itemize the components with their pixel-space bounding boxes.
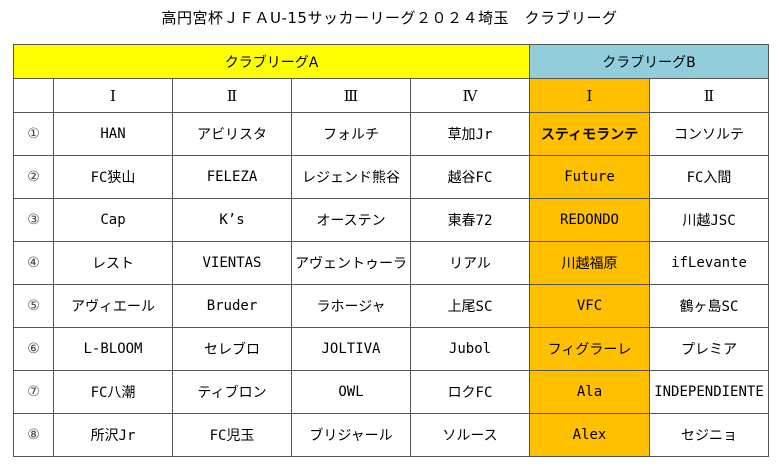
table-row: ⑤ アヴィエール Bruder ラホージャ 上尾SC VFC 鶴ヶ島SC xyxy=(13,284,769,328)
team-cell: ロクFC xyxy=(410,370,530,414)
team-cell: レスト xyxy=(53,241,173,285)
team-cell: フィグラーレ xyxy=(529,327,650,371)
team-cell: ティブロン xyxy=(172,370,292,414)
team-cell: 上尾SC xyxy=(410,284,530,328)
column-header: Ⅳ xyxy=(410,78,530,113)
group-b-header: クラブリーグB xyxy=(529,44,769,79)
team-cell: FC八潮 xyxy=(53,370,173,414)
team-cell: Ala xyxy=(529,370,650,414)
team-cell: VFC xyxy=(529,284,650,328)
team-cell: 川越福原 xyxy=(529,241,650,285)
team-cell: セレブロ xyxy=(172,327,292,371)
corner-cell xyxy=(13,78,54,113)
column-header: Ⅱ xyxy=(172,78,292,113)
team-cell: Jubol xyxy=(410,327,530,371)
row-number: ③ xyxy=(13,198,54,242)
column-header: Ⅰ xyxy=(529,78,650,113)
team-cell: ブリジャール xyxy=(291,413,411,457)
team-cell: FC児玉 xyxy=(172,413,292,457)
team-cell: 東春72 xyxy=(410,198,530,242)
team-cell: 所沢Jr xyxy=(53,413,173,457)
table-row: ⑦ FC八潮 ティブロン OWL ロクFC Ala INDEPENDIENTE xyxy=(13,370,769,414)
team-cell: セジニョ xyxy=(649,413,769,457)
team-cell: JOLTIVA xyxy=(291,327,411,371)
team-cell: 草加Jr xyxy=(410,112,530,156)
table-row: ⑥ L-BLOOM セレブロ JOLTIVA Jubol フィグラーレ プレミア xyxy=(13,327,769,371)
team-cell: INDEPENDIENTE xyxy=(649,370,769,414)
team-cell: K’s xyxy=(172,198,292,242)
team-cell: スティモランテ xyxy=(529,112,650,156)
row-number: ⑦ xyxy=(13,370,54,414)
team-cell: Cap xyxy=(53,198,173,242)
group-header-row: クラブリーグA クラブリーグB xyxy=(13,44,769,79)
team-cell: Future xyxy=(529,155,650,199)
team-cell: 越谷FC xyxy=(410,155,530,199)
row-number: ① xyxy=(13,112,54,156)
team-cell: 川越JSC xyxy=(649,198,769,242)
team-cell: ifLevante xyxy=(649,241,769,285)
team-cell: 鶴ヶ島SC xyxy=(649,284,769,328)
team-cell: フォルチ xyxy=(291,112,411,156)
table-row: ① HAN アビリスタ フォルチ 草加Jr スティモランテ コンソルテ xyxy=(13,112,769,156)
team-cell: FC入間 xyxy=(649,155,769,199)
team-cell: ソルース xyxy=(410,413,530,457)
team-cell: プレミア xyxy=(649,327,769,371)
team-cell: コンソルテ xyxy=(649,112,769,156)
group-a-header: クラブリーグA xyxy=(13,44,530,79)
column-header: Ⅰ xyxy=(53,78,173,113)
column-header-row: Ⅰ Ⅱ Ⅲ Ⅳ Ⅰ Ⅱ xyxy=(13,78,769,113)
team-cell: リアル xyxy=(410,241,530,285)
team-cell: アヴェントゥーラ xyxy=(291,241,411,285)
team-cell: アヴィエール xyxy=(53,284,173,328)
team-cell: FC狭山 xyxy=(53,155,173,199)
page-title: 高円宮杯ＪＦＡU-15サッカーリーグ２０２４埼玉 クラブリーグ xyxy=(161,9,618,27)
team-cell: HAN xyxy=(53,112,173,156)
team-cell: アビリスタ xyxy=(172,112,292,156)
table-row: ④ レスト VIENTAS アヴェントゥーラ リアル 川越福原 ifLevant… xyxy=(13,241,769,285)
team-cell: レジェンド熊谷 xyxy=(291,155,411,199)
row-number: ⑧ xyxy=(13,413,54,457)
table-row: ⑧ 所沢Jr FC児玉 ブリジャール ソルース Alex セジニョ xyxy=(13,413,769,457)
team-cell: ラホージャ xyxy=(291,284,411,328)
team-cell: Bruder xyxy=(172,284,292,328)
table-row: ② FC狭山 FELEZA レジェンド熊谷 越谷FC Future FC入間 xyxy=(13,155,769,199)
team-cell: VIENTAS xyxy=(172,241,292,285)
team-cell: FELEZA xyxy=(172,155,292,199)
team-cell: L-BLOOM xyxy=(53,327,173,371)
column-header: Ⅱ xyxy=(649,78,769,113)
team-cell: Alex xyxy=(529,413,650,457)
table-row: ③ Cap K’s オーステン 東春72 REDONDO 川越JSC xyxy=(13,198,769,242)
column-header: Ⅲ xyxy=(291,78,411,113)
team-cell: OWL xyxy=(291,370,411,414)
row-number: ④ xyxy=(13,241,54,285)
row-number: ⑥ xyxy=(13,327,54,371)
team-cell: REDONDO xyxy=(529,198,650,242)
row-number: ② xyxy=(13,155,54,199)
row-number: ⑤ xyxy=(13,284,54,328)
league-table: クラブリーグA クラブリーグB Ⅰ Ⅱ Ⅲ Ⅳ Ⅰ Ⅱ ① HAN アビリスタ … xyxy=(13,44,769,457)
team-cell: オーステン xyxy=(291,198,411,242)
